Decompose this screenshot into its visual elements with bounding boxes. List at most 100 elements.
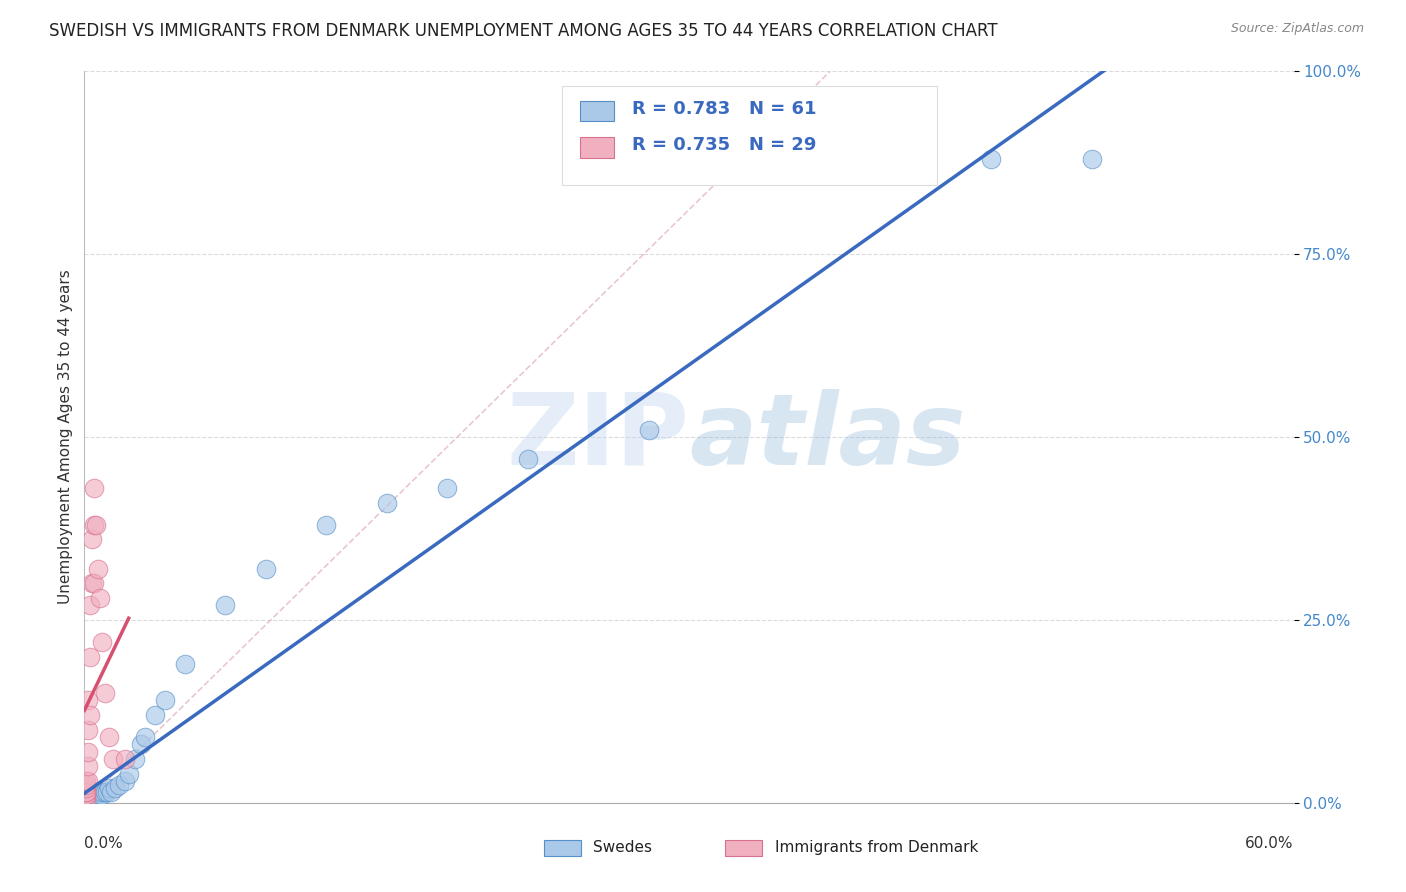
Point	[75, 789, 97, 803]
Text: Source: ZipAtlas.com: Source: ZipAtlas.com	[1230, 22, 1364, 36]
Point	[77, 792, 100, 806]
FancyBboxPatch shape	[725, 839, 762, 856]
Point	[83, 517, 105, 532]
Point	[1081, 152, 1104, 166]
Point	[82, 533, 104, 547]
Point	[77, 792, 100, 806]
Text: R = 0.783   N = 61: R = 0.783 N = 61	[633, 100, 817, 118]
FancyBboxPatch shape	[581, 137, 614, 158]
Point	[315, 517, 337, 532]
Point	[79, 789, 101, 803]
Point	[86, 789, 108, 803]
Point	[214, 599, 236, 613]
Point	[75, 773, 97, 788]
Point	[82, 792, 104, 806]
Point	[75, 792, 97, 806]
FancyBboxPatch shape	[581, 101, 614, 121]
FancyBboxPatch shape	[544, 839, 581, 856]
Y-axis label: Unemployment Among Ages 35 to 44 years: Unemployment Among Ages 35 to 44 years	[58, 269, 73, 605]
Text: SWEDISH VS IMMIGRANTS FROM DENMARK UNEMPLOYMENT AMONG AGES 35 TO 44 YEARS CORREL: SWEDISH VS IMMIGRANTS FROM DENMARK UNEMP…	[49, 22, 998, 40]
Point	[75, 778, 97, 792]
Point	[75, 789, 97, 803]
Point	[91, 785, 114, 799]
Point	[143, 708, 166, 723]
Point	[75, 785, 97, 799]
Point	[77, 723, 100, 737]
Point	[107, 778, 129, 792]
Point	[134, 730, 156, 744]
Point	[104, 781, 127, 796]
Point	[79, 789, 101, 803]
Point	[118, 766, 141, 780]
Point	[75, 785, 97, 799]
Point	[79, 599, 101, 613]
Point	[79, 792, 101, 806]
Point	[75, 792, 97, 806]
Text: 0.0%: 0.0%	[84, 836, 124, 851]
Point	[83, 789, 105, 803]
FancyBboxPatch shape	[562, 86, 936, 185]
Point	[114, 752, 136, 766]
Point	[637, 423, 659, 437]
Point	[129, 737, 152, 751]
Point	[97, 730, 120, 744]
Point	[516, 452, 538, 467]
Point	[86, 517, 108, 532]
Text: 60.0%: 60.0%	[1246, 836, 1294, 851]
Point	[79, 792, 101, 806]
Point	[93, 785, 115, 799]
Point	[83, 789, 105, 803]
Point	[77, 792, 100, 806]
Point	[86, 789, 108, 803]
Point	[75, 792, 97, 806]
Point	[89, 785, 111, 799]
Text: Swedes: Swedes	[593, 840, 652, 855]
Point	[77, 759, 100, 773]
Point	[91, 635, 114, 649]
Point	[77, 792, 100, 806]
Point	[75, 792, 97, 806]
Text: Immigrants from Denmark: Immigrants from Denmark	[775, 840, 979, 855]
Point	[436, 481, 458, 495]
Text: ZIP: ZIP	[506, 389, 689, 485]
Point	[77, 693, 100, 707]
Point	[75, 792, 97, 806]
Point	[87, 562, 110, 576]
Point	[77, 745, 100, 759]
Point	[93, 686, 115, 700]
Point	[82, 789, 104, 803]
Point	[83, 789, 105, 803]
Point	[77, 792, 100, 806]
Point	[75, 792, 97, 806]
Point	[91, 789, 114, 803]
Point	[75, 781, 97, 796]
Point	[82, 792, 104, 806]
Point	[82, 576, 104, 591]
Point	[83, 481, 105, 495]
Point	[174, 657, 197, 671]
Point	[77, 792, 100, 806]
Point	[79, 792, 101, 806]
Point	[87, 785, 110, 799]
Point	[82, 789, 104, 803]
Point	[114, 773, 136, 788]
Text: atlas: atlas	[689, 389, 966, 485]
Point	[101, 752, 124, 766]
Point	[97, 781, 120, 796]
Point	[100, 785, 122, 799]
Point	[89, 591, 111, 605]
Point	[153, 693, 176, 707]
Point	[79, 649, 101, 664]
Point	[75, 792, 97, 806]
Point	[96, 785, 118, 799]
Point	[254, 562, 277, 576]
Point	[75, 792, 97, 806]
Point	[89, 789, 111, 803]
Text: R = 0.735   N = 29: R = 0.735 N = 29	[633, 136, 817, 154]
Point	[75, 792, 97, 806]
Point	[86, 785, 108, 799]
Point	[79, 708, 101, 723]
Point	[124, 752, 146, 766]
Point	[87, 789, 110, 803]
Point	[375, 496, 398, 510]
